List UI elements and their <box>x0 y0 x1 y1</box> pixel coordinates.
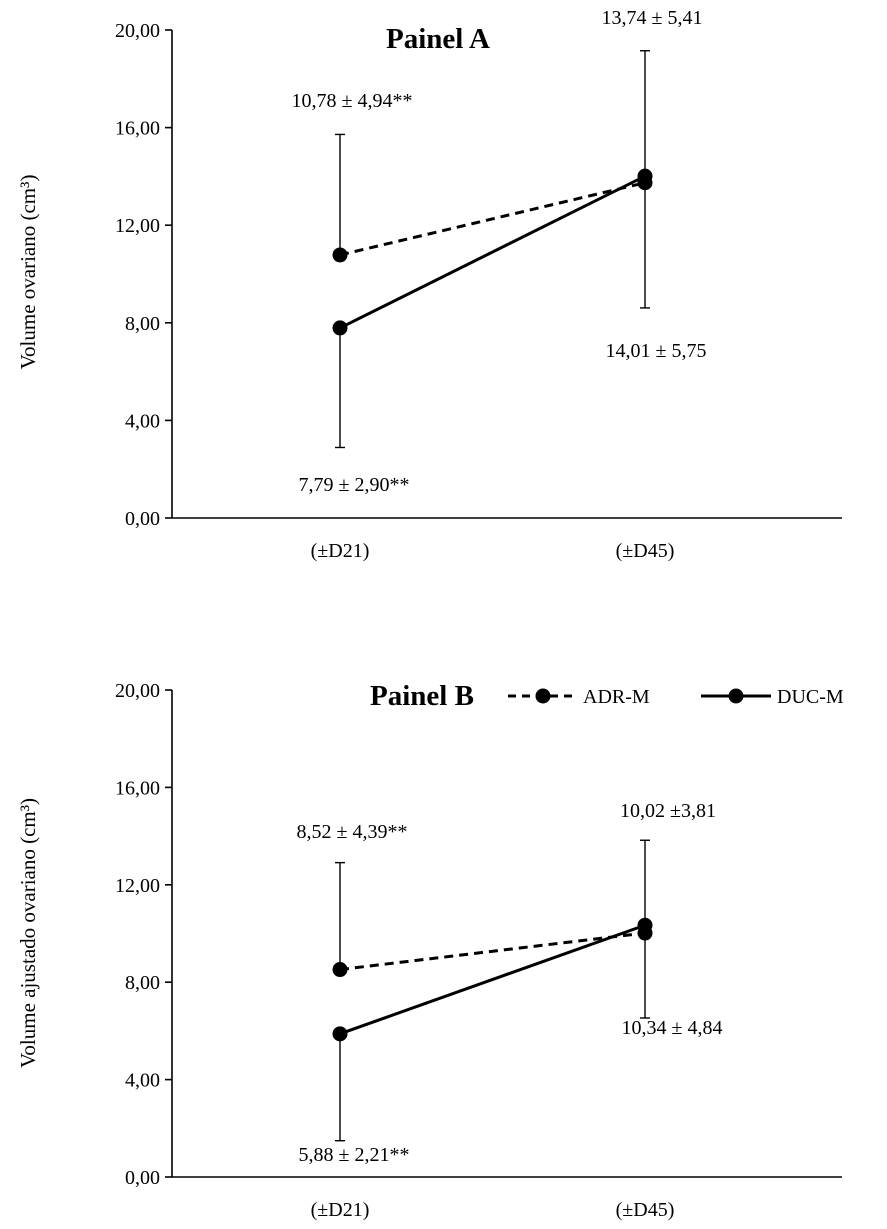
legend-label-adr-m: ADR-M <box>583 686 650 708</box>
x-ticks: (±D21) (±D45) <box>311 1199 675 1221</box>
x-tick-label: (±D45) <box>616 540 675 562</box>
x-tick-label: (±D21) <box>311 540 370 562</box>
legend-label-duc-m: DUC-M <box>777 686 844 708</box>
series-lines <box>339 174 646 330</box>
error-bars <box>335 839 650 1142</box>
y-tick-label: 4,00 <box>125 410 160 432</box>
point-duc-m-d21 <box>332 1026 348 1042</box>
series-line-duc-m <box>339 923 646 1036</box>
series-line-adr-m <box>339 181 646 257</box>
data-points <box>332 917 653 1042</box>
data-label-duc-d45: 14,01 ± 5,75 <box>606 340 707 362</box>
y-tick-label: 20,00 <box>115 680 160 702</box>
data-label-adr-d45: 13,74 ± 5,41 <box>602 7 703 29</box>
series-line-duc-m <box>339 174 646 330</box>
error-bars <box>335 50 650 449</box>
chart-title: Painel B <box>370 680 474 712</box>
x-ticks: (±D21) (±D45) <box>311 540 675 562</box>
x-tick-label: (±D45) <box>616 1199 675 1221</box>
x-tick-label: (±D21) <box>311 1199 370 1221</box>
chart-title: Painel A <box>386 23 490 55</box>
point-duc-m-d21 <box>332 320 348 336</box>
y-axis-label: Volume ajustado ovariano (cm³) <box>16 798 40 1068</box>
y-tick-label: 0,00 <box>125 1167 160 1189</box>
panel-b: Volume ajustado ovariano (cm³) Painel B … <box>16 680 844 1221</box>
y-tick-label: 16,00 <box>115 118 160 140</box>
legend: ADR-M DUC-M <box>508 686 844 708</box>
data-label-adr-d45: 10,02 ±3,81 <box>620 800 716 822</box>
point-adr-m-d21 <box>332 962 348 978</box>
data-points <box>332 168 653 336</box>
y-tick-label: 0,00 <box>125 508 160 530</box>
data-labels: 8,52 ± 4,39** 10,02 ±3,81 5,88 ± 2,21** … <box>297 800 723 1166</box>
data-label-adr-d21: 8,52 ± 4,39** <box>297 821 408 843</box>
y-tick-label: 8,00 <box>125 313 160 335</box>
y-tick-label: 12,00 <box>115 215 160 237</box>
data-label-duc-d45: 10,34 ± 4,84 <box>622 1017 723 1039</box>
data-label-duc-d21: 7,79 ± 2,90** <box>299 474 410 496</box>
y-axis-label: Volume ovariano (cm³) <box>16 175 40 370</box>
series-lines <box>339 923 646 1036</box>
legend-marker-duc-m <box>728 688 744 704</box>
point-duc-m-d45 <box>637 168 653 184</box>
data-labels: 10,78 ± 4,94** 13,74 ± 5,41 7,79 ± 2,90*… <box>292 7 707 496</box>
y-tick-label: 4,00 <box>125 1070 160 1092</box>
y-ticks: 0,00 4,00 8,00 12,00 16,00 20,00 <box>115 20 172 530</box>
series-line-adr-m <box>339 931 646 972</box>
data-label-duc-d21: 5,88 ± 2,21** <box>299 1144 410 1166</box>
legend-marker-adr-m <box>535 688 551 704</box>
panel-a: Volume ovariano (cm³) Painel A 0,00 4,00 8… <box>16 7 842 562</box>
y-ticks: 0,00 4,00 8,00 12,00 16,00 20,00 <box>115 680 172 1189</box>
y-tick-label: 12,00 <box>115 875 160 897</box>
point-adr-m-d21 <box>332 247 348 263</box>
y-tick-label: 16,00 <box>115 777 160 799</box>
data-label-adr-d21: 10,78 ± 4,94** <box>292 90 413 112</box>
y-tick-label: 8,00 <box>125 972 160 994</box>
y-tick-label: 20,00 <box>115 20 160 42</box>
point-duc-m-d45 <box>637 917 653 933</box>
